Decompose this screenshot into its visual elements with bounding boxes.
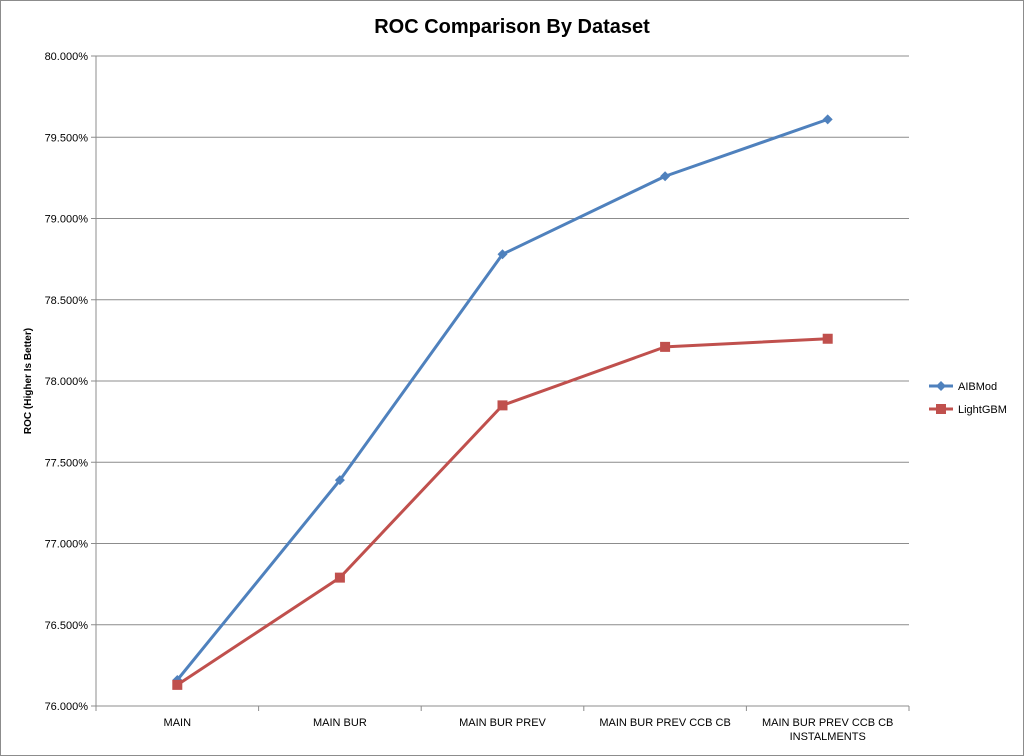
data-point [172,679,183,690]
y-tick-label: 79.500% [45,132,89,144]
legend-label: AIBMod [958,381,997,393]
y-tick-label: 76.000% [45,701,89,713]
x-tick-label: MAIN BUR PREV CCB CB INSTALMENTS [762,717,893,743]
y-axis-label: ROC (Higher Is Better) [23,328,34,434]
data-point [660,171,671,182]
legend-label: LightGBM [958,404,1007,416]
series-line [176,337,828,687]
y-tick-label: 78.500% [45,295,89,307]
y-tick-label: 80.000% [45,51,89,63]
data-point [660,341,671,352]
data-point [334,572,345,583]
x-tick-label: MAIN [164,717,192,729]
data-point [822,333,833,344]
data-point [334,475,345,486]
y-tick-label: 78.000% [45,376,89,388]
legend-item: AIBMod [929,381,997,393]
y-tick-label: 77.500% [45,457,89,469]
legend-marker [936,404,946,414]
y-tick-label: 76.500% [45,620,89,632]
series-line [176,117,829,681]
x-tick-label: MAIN BUR [313,717,367,729]
y-tick-label: 77.000% [45,539,89,551]
data-point [497,400,508,411]
chart-title: ROC Comparison By Dataset [374,16,650,38]
legend-item: LightGBM [929,404,1007,416]
series-aibmod [172,114,833,685]
legend-marker [936,381,946,391]
x-tick-label: MAIN BUR PREV CCB CB [599,717,730,729]
data-point [822,114,833,125]
data-point [497,249,508,260]
series-lightgbm [172,333,833,690]
y-tick-label: 79.000% [45,214,89,226]
x-tick-label: MAIN BUR PREV [459,717,546,729]
